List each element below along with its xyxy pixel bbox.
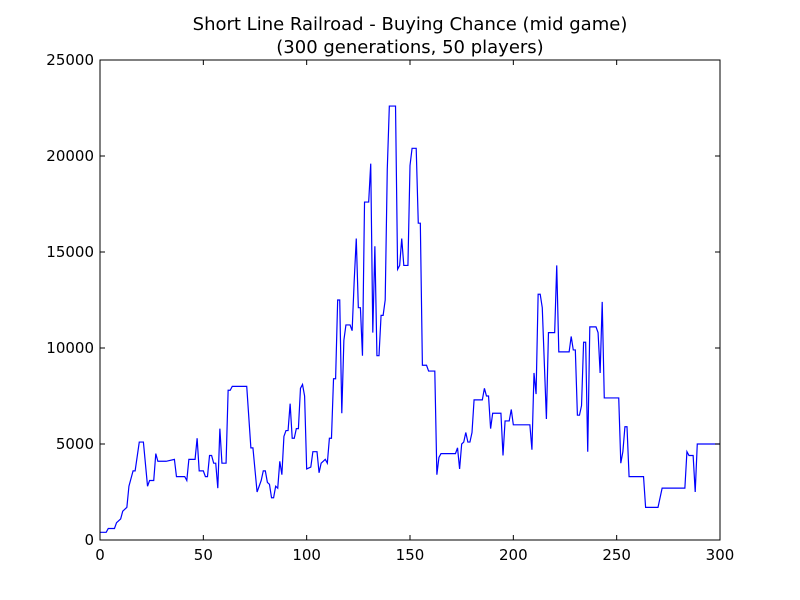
x-tick-label-5: 250 xyxy=(602,546,631,564)
series-line-0 xyxy=(100,105,720,533)
plot-frame xyxy=(99,59,721,541)
y-tick-label-0: 0 xyxy=(84,531,94,549)
y-tick-label-1: 5000 xyxy=(56,435,94,453)
y-tick-label-3: 15000 xyxy=(46,243,94,261)
y-tick-label-4: 20000 xyxy=(46,147,94,165)
y-tick-label-2: 10000 xyxy=(46,339,94,357)
x-tick-label-4: 200 xyxy=(499,546,528,564)
x-tick-label-1: 50 xyxy=(194,546,213,564)
x-tick-label-0: 0 xyxy=(95,546,105,564)
y-tick-label-5: 25000 xyxy=(46,51,94,69)
series-layer xyxy=(100,105,720,533)
x-tick-label-2: 100 xyxy=(292,546,321,564)
x-tick-label-3: 150 xyxy=(396,546,425,564)
ticks-layer: 0 50 100 150 200 250 300 0 5000 10000 15000 20000 25… xyxy=(46,51,734,564)
chart-subtitle: (300 generations, 50 players) xyxy=(276,37,543,58)
x-tick-label-6: 300 xyxy=(706,546,735,564)
chart-title: Short Line Railroad - Buying Chance (mid… xyxy=(193,14,628,35)
